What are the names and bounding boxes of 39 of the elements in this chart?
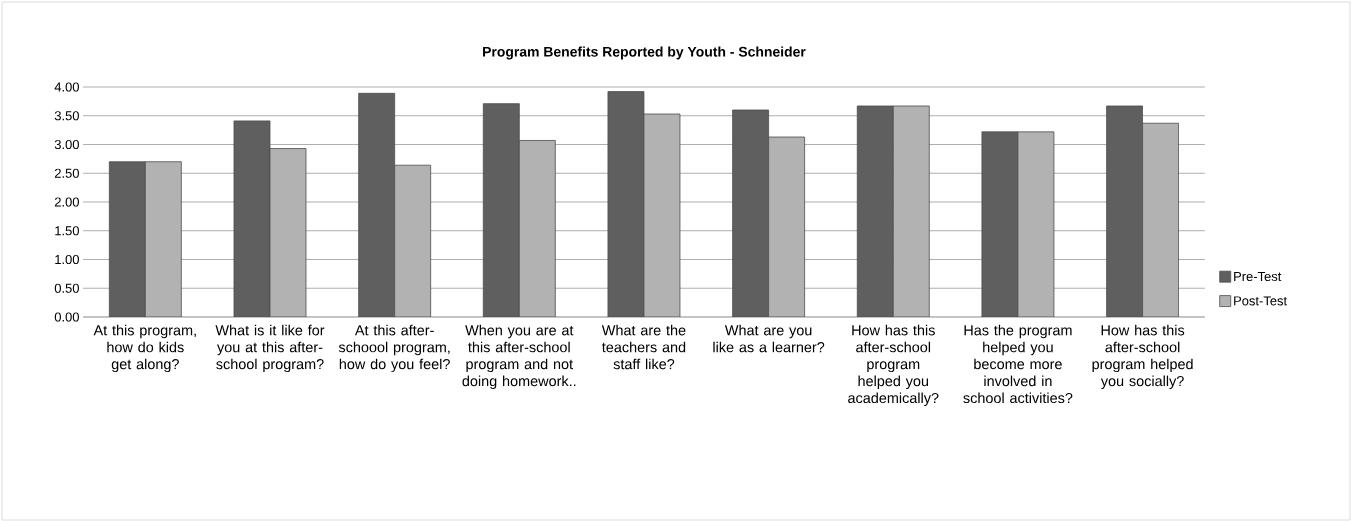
x-tick-label: What are you like as a learner? [713, 324, 825, 353]
y-tick-label: 2.00 [54, 197, 79, 207]
x-tick-label: When you are at this after-school program and not doing homework.. [462, 324, 576, 390]
bar [981, 131, 1019, 317]
x-tick-label: How has this after-school program helped you socially? [1092, 324, 1193, 390]
y-tick-label: 3.00 [54, 139, 79, 150]
bar [732, 109, 770, 317]
bar [269, 148, 307, 317]
legend-label: Pre-Test [1234, 272, 1282, 282]
y-tick-label: 0.00 [54, 312, 79, 322]
bar [108, 161, 146, 317]
legend-label: Post-Test [1234, 296, 1287, 306]
x-tick-label: How has this after-school program helped you academically? [848, 324, 939, 406]
bar [394, 164, 432, 317]
y-tick-label: 1.00 [55, 254, 79, 265]
chart-title: Program Benefits Reported by Youth - Schneider [483, 46, 806, 60]
x-tick-label: What are the teachers and staff like? [601, 324, 686, 370]
x-tick-label: What is it like for you at this after-school program? [215, 324, 325, 373]
bar [1106, 105, 1143, 317]
bar [768, 136, 806, 317]
bar [144, 161, 182, 317]
bar [607, 91, 645, 317]
bar [358, 92, 396, 317]
bar [892, 105, 930, 317]
bar [1142, 122, 1179, 317]
x-tick-label: Has the program helped you become more involved in school activities? [963, 324, 1073, 404]
bar [482, 103, 520, 317]
y-tick-label: 2.50 [54, 168, 79, 178]
bar [856, 105, 894, 317]
x-tick-label: At this program, how do kids get along? [93, 324, 196, 373]
y-tick-label: 0.50 [54, 283, 79, 293]
y-tick-label: 1.50 [55, 226, 79, 236]
bar [518, 140, 556, 317]
x-tick-label: At this after-schoool program, how do you feel? [338, 324, 450, 373]
bar [1017, 131, 1055, 317]
y-tick-label: 4.00 [54, 82, 79, 92]
bar [643, 113, 681, 317]
y-tick-label: 3.50 [54, 111, 79, 121]
bar [233, 120, 271, 317]
